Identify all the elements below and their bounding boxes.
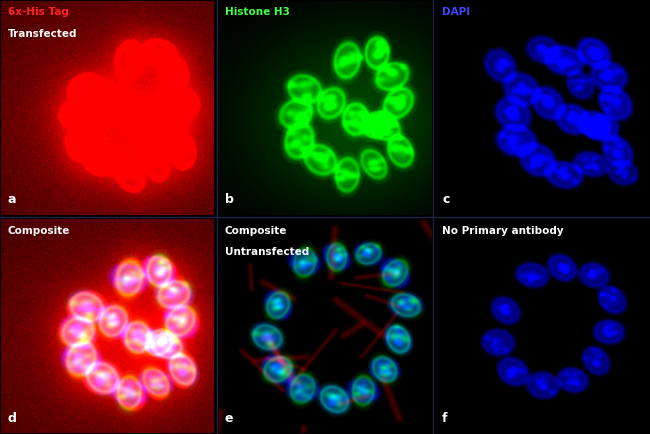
Text: No Primary antibody: No Primary antibody — [442, 226, 564, 236]
Text: d: d — [8, 411, 16, 424]
Text: Untransfected: Untransfected — [225, 247, 309, 257]
Text: f: f — [442, 411, 448, 424]
Text: b: b — [225, 193, 234, 206]
Text: c: c — [442, 193, 450, 206]
Text: Transfected: Transfected — [8, 29, 77, 39]
Text: Composite: Composite — [225, 226, 287, 236]
Text: 6x-His Tag: 6x-His Tag — [8, 7, 68, 17]
Text: Composite: Composite — [8, 226, 70, 236]
Text: Histone H3: Histone H3 — [225, 7, 290, 17]
Text: e: e — [225, 411, 233, 424]
Text: DAPI: DAPI — [442, 7, 470, 17]
Text: a: a — [8, 193, 16, 206]
